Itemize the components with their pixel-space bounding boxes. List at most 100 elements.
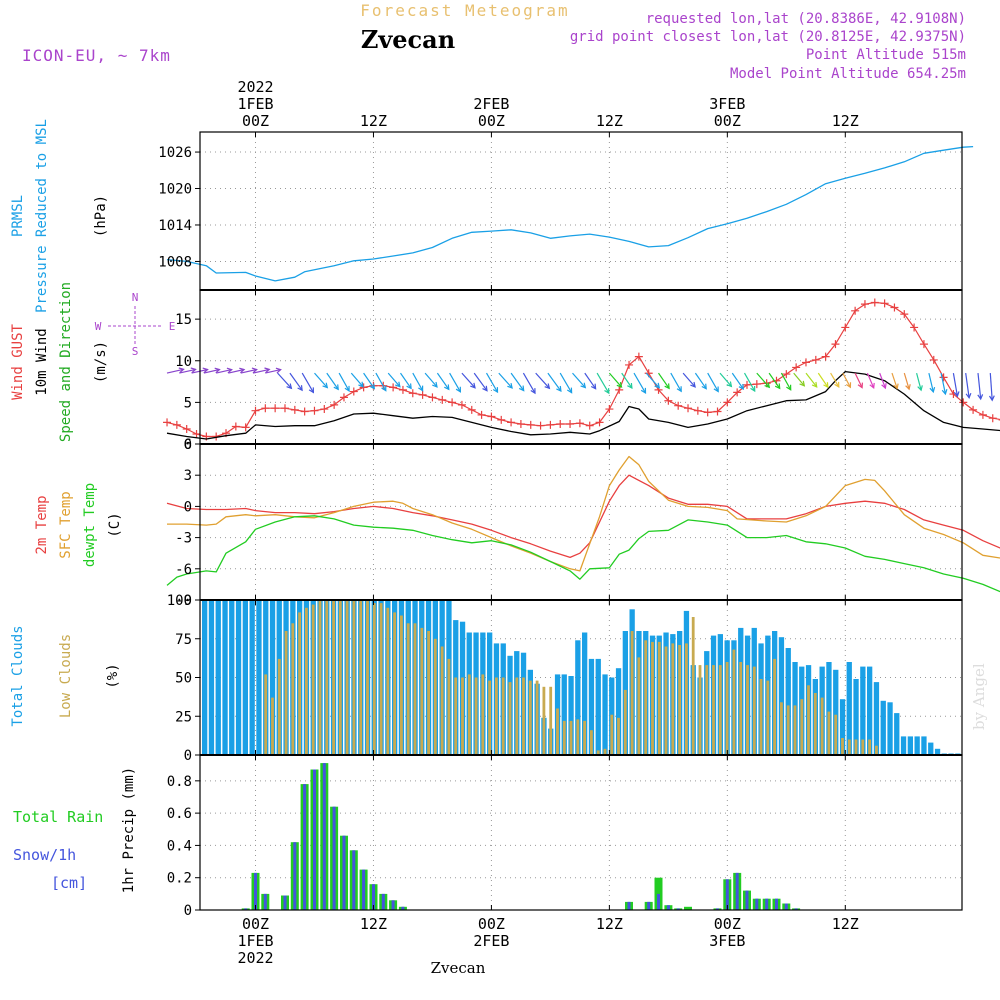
time-label-top: 12Z <box>596 112 623 130</box>
snow-bar <box>725 879 729 910</box>
wind-arrow <box>608 372 622 388</box>
gust-marker <box>595 418 604 427</box>
gust-marker <box>792 363 801 372</box>
gust-marker <box>251 406 260 415</box>
snow-bar <box>765 898 769 910</box>
wind-arrow-head <box>482 385 488 392</box>
low-cloud-bar <box>549 686 553 755</box>
wind-arrow <box>842 372 851 388</box>
gust-marker <box>743 380 751 389</box>
low-cloud-bar <box>596 750 600 755</box>
low-cloud-bar <box>264 674 268 755</box>
wind-arrow <box>277 372 292 389</box>
wind-arrow-head <box>764 382 771 389</box>
wind-arrow <box>547 372 562 392</box>
wind-arrow <box>412 372 424 391</box>
total-cloud-bar <box>235 600 242 755</box>
low-cloud-bar <box>854 739 858 755</box>
wind-arrow-head <box>786 384 792 391</box>
wind-arrow-head <box>381 385 387 392</box>
gust-marker <box>605 405 614 414</box>
model-name: ICON-EU, ~ 7km <box>22 46 171 65</box>
gust-marker <box>870 298 879 307</box>
gust-marker <box>693 406 702 415</box>
time-label-top: 00Z <box>478 112 505 130</box>
total-cloud-bar <box>867 666 873 755</box>
low-cloud-bar <box>393 612 396 755</box>
wind-arrow <box>424 372 438 388</box>
total-cloud-bar <box>928 742 934 755</box>
wind-arrow <box>891 372 898 389</box>
location-title: Zvecan <box>361 25 455 54</box>
wind-arrow-head <box>333 384 339 391</box>
time-label-top: 2FEB <box>473 95 509 113</box>
wind-arrow <box>301 372 314 393</box>
wind-arrow <box>179 368 196 374</box>
wind-arrow-head <box>344 385 350 393</box>
snow-bar <box>332 806 336 910</box>
snow-bar <box>676 908 680 910</box>
low-cloud-bar <box>576 719 580 755</box>
wind-arrow-head <box>774 383 781 390</box>
gust-marker <box>880 299 889 308</box>
wind-arrow <box>228 368 245 374</box>
product-title: Forecast Meteogram <box>360 1 569 20</box>
low-cloud-bar <box>332 600 335 755</box>
gust-marker <box>811 355 820 364</box>
wind-arrow-head <box>941 389 948 396</box>
low-cloud-bar <box>718 665 722 755</box>
wind-arrow <box>719 372 732 387</box>
wind-arrow <box>940 372 946 395</box>
panel-label: PRMSL <box>10 195 26 237</box>
wind-arrow <box>707 372 719 392</box>
low-cloud-bar <box>827 711 831 755</box>
gust-marker <box>290 405 299 414</box>
snow-bar <box>283 895 287 910</box>
gust-marker <box>241 423 250 432</box>
wind-arrow-head <box>811 381 818 388</box>
wind-arrow-head <box>251 367 258 374</box>
time-label-bottom: 2022 <box>237 949 273 967</box>
gust-marker <box>782 370 791 379</box>
total-cloud-bar <box>602 674 608 755</box>
gust-marker <box>457 400 466 409</box>
low-cloud-bar <box>556 708 559 755</box>
low-cloud-bar <box>841 738 844 755</box>
total-cloud-bar <box>934 748 941 755</box>
low-cloud-bar <box>691 617 695 755</box>
low-cloud-bar <box>271 697 274 755</box>
wind-arrow-head <box>556 385 562 393</box>
wind-arrow-head <box>394 381 401 388</box>
wind-arrow <box>756 372 770 388</box>
y-tick-label: 50 <box>175 671 192 687</box>
gust-marker <box>261 404 270 413</box>
wind-arrow <box>363 372 375 389</box>
total-cloud-bar <box>615 668 622 755</box>
time-label-bottom: 12Z <box>596 915 623 933</box>
wind-arrow-head <box>214 367 221 374</box>
wind-arrow <box>694 372 707 390</box>
wind-arrow-head <box>308 387 315 394</box>
snow-bar <box>244 908 248 910</box>
total-cloud-bar <box>208 600 215 755</box>
y-tick-label: 0 <box>184 437 192 453</box>
wind-arrow <box>793 372 805 387</box>
low-cloud-bar <box>651 641 654 755</box>
gust-marker <box>320 405 329 414</box>
low-cloud-bar <box>508 682 512 755</box>
gust-marker <box>969 405 978 414</box>
low-cloud-bar <box>542 686 546 755</box>
wind-arrow <box>670 372 682 392</box>
low-cloud-bar <box>305 607 308 756</box>
wind-arrow <box>461 372 476 389</box>
snow-bar <box>794 908 798 910</box>
low-cloud-bar <box>325 600 329 755</box>
wind-arrow-head <box>965 392 972 400</box>
precip-legend-unit: [cm] <box>51 874 87 892</box>
low-cloud-bar <box>447 658 451 755</box>
snow-bar <box>735 872 739 910</box>
low-cloud-bar <box>461 677 464 755</box>
wind-arrow <box>252 368 270 374</box>
y-tick-label: 1008 <box>158 254 192 270</box>
low-cloud-bar <box>515 677 519 755</box>
